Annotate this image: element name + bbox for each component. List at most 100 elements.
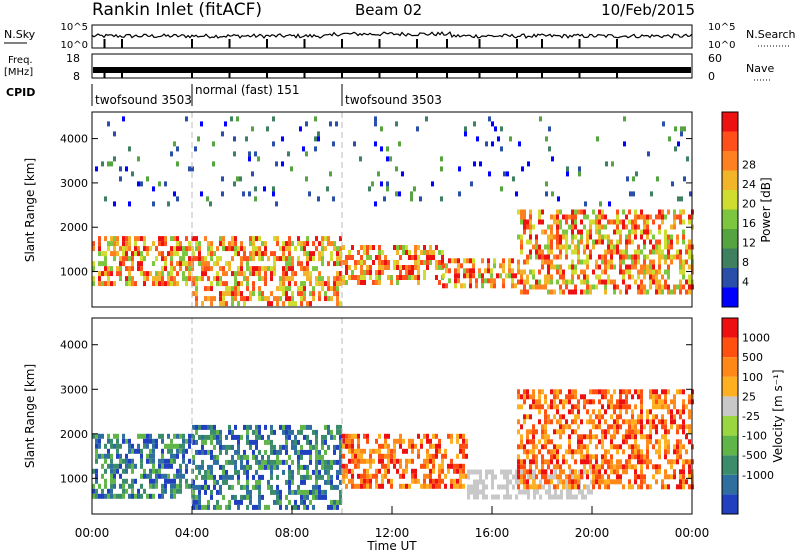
range-gate-cell xyxy=(306,489,309,495)
range-gate-cell xyxy=(619,234,622,240)
range-gate-cell xyxy=(520,424,523,430)
range-gate-cell xyxy=(378,458,381,464)
range-gate-cell xyxy=(544,439,547,445)
range-gate-cell xyxy=(152,448,155,454)
range-gate-cell xyxy=(574,419,577,425)
range-gate-cell xyxy=(631,424,634,430)
range-gate-cell xyxy=(333,281,336,287)
range-gate-cell xyxy=(173,236,176,242)
range-gate-cell xyxy=(381,270,384,275)
range-gate-cell xyxy=(300,499,303,505)
range-gate-cell xyxy=(526,239,529,245)
range-gate-cell xyxy=(164,236,167,242)
range-gate-cell xyxy=(574,429,577,435)
range-gate-cell xyxy=(303,286,306,292)
range-gate-cell xyxy=(158,276,161,282)
range-gate-cell xyxy=(342,478,345,484)
range-gate-cell xyxy=(625,394,628,400)
range-gate-cell xyxy=(511,268,514,274)
range-gate-cell xyxy=(255,479,258,485)
range-gate-cell xyxy=(374,121,377,127)
range-gate-cell xyxy=(604,454,607,460)
range-gate-cell xyxy=(332,141,335,147)
range-gate-cell xyxy=(170,438,173,444)
range-gate-cell xyxy=(240,494,243,500)
range-gate-cell xyxy=(583,464,586,470)
range-gate-cell xyxy=(125,458,128,464)
range-gate-cell xyxy=(225,479,228,485)
range-gate-cell xyxy=(149,433,152,439)
range-gate-cell xyxy=(351,438,354,444)
range-gate-cell xyxy=(553,399,556,405)
range-gate-cell xyxy=(317,196,320,202)
range-gate-cell xyxy=(231,286,234,292)
range-gate-cell xyxy=(583,484,586,490)
range-gate-cell xyxy=(188,433,191,439)
range-gate-cell xyxy=(464,131,467,137)
range-gate-cell xyxy=(182,246,185,252)
range-gate-cell xyxy=(670,254,673,260)
range-gate-cell xyxy=(240,484,243,490)
range-gate-cell xyxy=(535,484,538,490)
range-gate-cell xyxy=(155,438,158,444)
range-gate-cell xyxy=(371,181,374,187)
range-gate-cell xyxy=(604,479,607,485)
range-gate-cell xyxy=(240,256,243,262)
range-gate-cell xyxy=(682,429,685,435)
range-gate-cell xyxy=(643,219,646,225)
range-gate-cell xyxy=(185,478,188,484)
range-gate-cell xyxy=(158,236,161,242)
range-gate-cell xyxy=(113,478,116,484)
range-gate-cell xyxy=(429,438,432,444)
range-gate-cell xyxy=(270,291,273,297)
range-gate-cell xyxy=(676,239,679,245)
range-gate-cell xyxy=(423,483,426,489)
range-gate-cell xyxy=(548,489,551,495)
range-gate-cell xyxy=(565,254,568,260)
range-gate-cell xyxy=(556,214,559,220)
range-gate-cell xyxy=(131,493,134,499)
range-gate-cell xyxy=(619,259,622,265)
range-gate-cell xyxy=(339,449,342,455)
range-gate-cell xyxy=(640,464,643,470)
range-gate-cell xyxy=(547,234,550,240)
range-gate-cell xyxy=(273,296,276,302)
range-gate-cell xyxy=(520,219,523,225)
range-gate-cell xyxy=(387,275,390,280)
range-gate-cell xyxy=(297,454,300,460)
range-gate-cell xyxy=(291,291,294,297)
range-gate-cell xyxy=(246,454,249,460)
range-gate-cell xyxy=(110,271,113,277)
range-gate-cell xyxy=(457,263,460,269)
range-gate-cell xyxy=(441,463,444,469)
freq-left-tick-top: 18 xyxy=(66,52,80,65)
range-gate-cell xyxy=(658,284,661,290)
range-gate-cell xyxy=(578,489,581,495)
range-gate-cell xyxy=(176,433,179,439)
range-gate-cell xyxy=(396,280,399,285)
range-gate-cell xyxy=(658,394,661,400)
range-gate-cell xyxy=(245,136,248,142)
range-gate-cell xyxy=(646,289,649,295)
range-gate-cell xyxy=(402,275,405,280)
range-gate-cell xyxy=(682,419,685,425)
range-gate-cell xyxy=(553,289,556,295)
range-gate-cell xyxy=(303,271,306,277)
range-gate-cell xyxy=(252,251,255,257)
range-gate-cell xyxy=(357,463,360,469)
range-gate-cell xyxy=(604,409,607,415)
range-gate-cell xyxy=(195,301,198,307)
range-gate-cell xyxy=(532,449,535,455)
range-gate-cell xyxy=(673,254,676,260)
range-gate-cell xyxy=(300,296,303,302)
range-gate-cell xyxy=(517,454,520,460)
range-gate-cell xyxy=(339,236,342,242)
range-gate-cell xyxy=(300,281,303,287)
range-gate-cell xyxy=(146,458,149,464)
range-gate-cell xyxy=(667,234,670,240)
range-gate-cell xyxy=(402,473,405,479)
range-gate-cell xyxy=(646,229,649,235)
range-gate-cell xyxy=(408,255,411,260)
range-gate-cell xyxy=(447,463,450,469)
range-gate-cell xyxy=(258,291,261,297)
